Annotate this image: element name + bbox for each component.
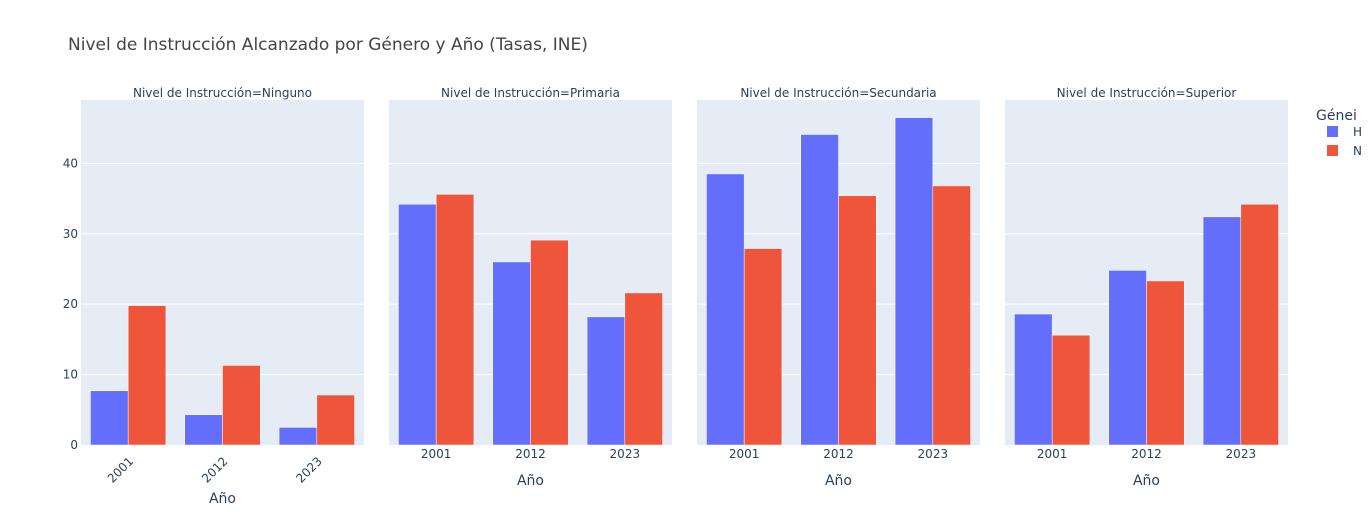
- y-tick-label: 30: [63, 227, 78, 241]
- bar-H-2001[interactable]: [90, 390, 129, 446]
- x-axis-title: Año: [209, 491, 236, 507]
- bar-H-2001[interactable]: [706, 173, 745, 446]
- bar-N-2023[interactable]: [1240, 203, 1279, 446]
- x-tick-label: 2001: [729, 447, 760, 461]
- panel-title: Nivel de Instrucción=Primaria: [441, 86, 620, 100]
- panel-title: Nivel de Instrucción=Superior: [1057, 86, 1237, 100]
- bar-N-2012[interactable]: [530, 239, 569, 446]
- y-tick-label: 0: [70, 438, 78, 452]
- x-tick-label: 2012: [515, 447, 546, 461]
- x-axis-title: Año: [1133, 473, 1160, 489]
- y-tick-label: 40: [63, 156, 78, 170]
- legend-title: Génei: [1316, 108, 1357, 124]
- panel-title: Nivel de Instrucción=Secundaria: [740, 86, 936, 100]
- bar-N-2012[interactable]: [838, 195, 877, 446]
- y-tick-label: 20: [63, 297, 78, 311]
- x-tick-label: 2023: [293, 454, 324, 485]
- panel-title: Nivel de Instrucción=Ninguno: [133, 86, 312, 100]
- legend-item-N[interactable]: N: [1327, 144, 1362, 158]
- bar-N-2012[interactable]: [1146, 280, 1185, 446]
- bar-H-2012[interactable]: [492, 261, 531, 446]
- bar-N-2001[interactable]: [127, 305, 167, 446]
- bar-H-2023[interactable]: [894, 117, 934, 446]
- bar-N-2012[interactable]: [222, 365, 261, 446]
- legend-swatch: [1327, 145, 1338, 156]
- x-tick-label: 2001: [421, 447, 452, 461]
- bar-H-2001[interactable]: [1014, 313, 1053, 446]
- x-tick-label: 2023: [918, 447, 949, 461]
- x-tick-label: 2012: [199, 454, 230, 485]
- bar-H-2012[interactable]: [800, 134, 839, 446]
- bar-N-2023[interactable]: [316, 394, 355, 446]
- legend-item-H[interactable]: H: [1327, 125, 1362, 139]
- bar-N-2001[interactable]: [1051, 334, 1091, 446]
- x-tick-label: 2001: [105, 454, 136, 485]
- panel-2: Nivel de Instrucción=Primaria 2001 2012 202…: [389, 86, 672, 489]
- panel-1: Nivel de Instrucción=Ninguno 2001 2012 2023…: [63, 86, 364, 507]
- x-tick-label: 2023: [1226, 447, 1257, 461]
- bar-H-2023[interactable]: [1202, 216, 1242, 446]
- legend-swatch: [1327, 126, 1338, 137]
- bar-N-2023[interactable]: [624, 292, 663, 446]
- x-axis-title: Año: [517, 473, 544, 489]
- bar-N-2001[interactable]: [435, 194, 475, 446]
- bar-H-2012[interactable]: [184, 414, 223, 446]
- x-tick-label: 2023: [610, 447, 641, 461]
- y-tick-label: 10: [63, 368, 78, 382]
- legend-label: H: [1353, 125, 1362, 139]
- bar-H-2001[interactable]: [398, 203, 437, 446]
- x-tick-label: 2012: [1131, 447, 1162, 461]
- panel-4: Nivel de Instrucción=Superior 2001 2012 202…: [1005, 86, 1288, 489]
- bar-H-2023[interactable]: [278, 427, 318, 446]
- chart-title: Nivel de Instrucción Alcanzado por Géner…: [68, 35, 588, 55]
- x-axis-title: Año: [825, 473, 852, 489]
- x-tick-label: 2001: [1037, 447, 1068, 461]
- legend-label: N: [1353, 144, 1362, 158]
- bar-N-2023[interactable]: [932, 185, 971, 446]
- bar-H-2023[interactable]: [586, 316, 626, 446]
- x-tick-label: 2012: [823, 447, 854, 461]
- chart-panels: Nivel de Instrucción=Ninguno 2001 2012 2023…: [63, 86, 1288, 507]
- panel-3: Nivel de Instrucción=Secundaria 2001 2012 2…: [697, 86, 980, 489]
- bar-N-2001[interactable]: [743, 248, 783, 446]
- bar-H-2012[interactable]: [1108, 270, 1147, 446]
